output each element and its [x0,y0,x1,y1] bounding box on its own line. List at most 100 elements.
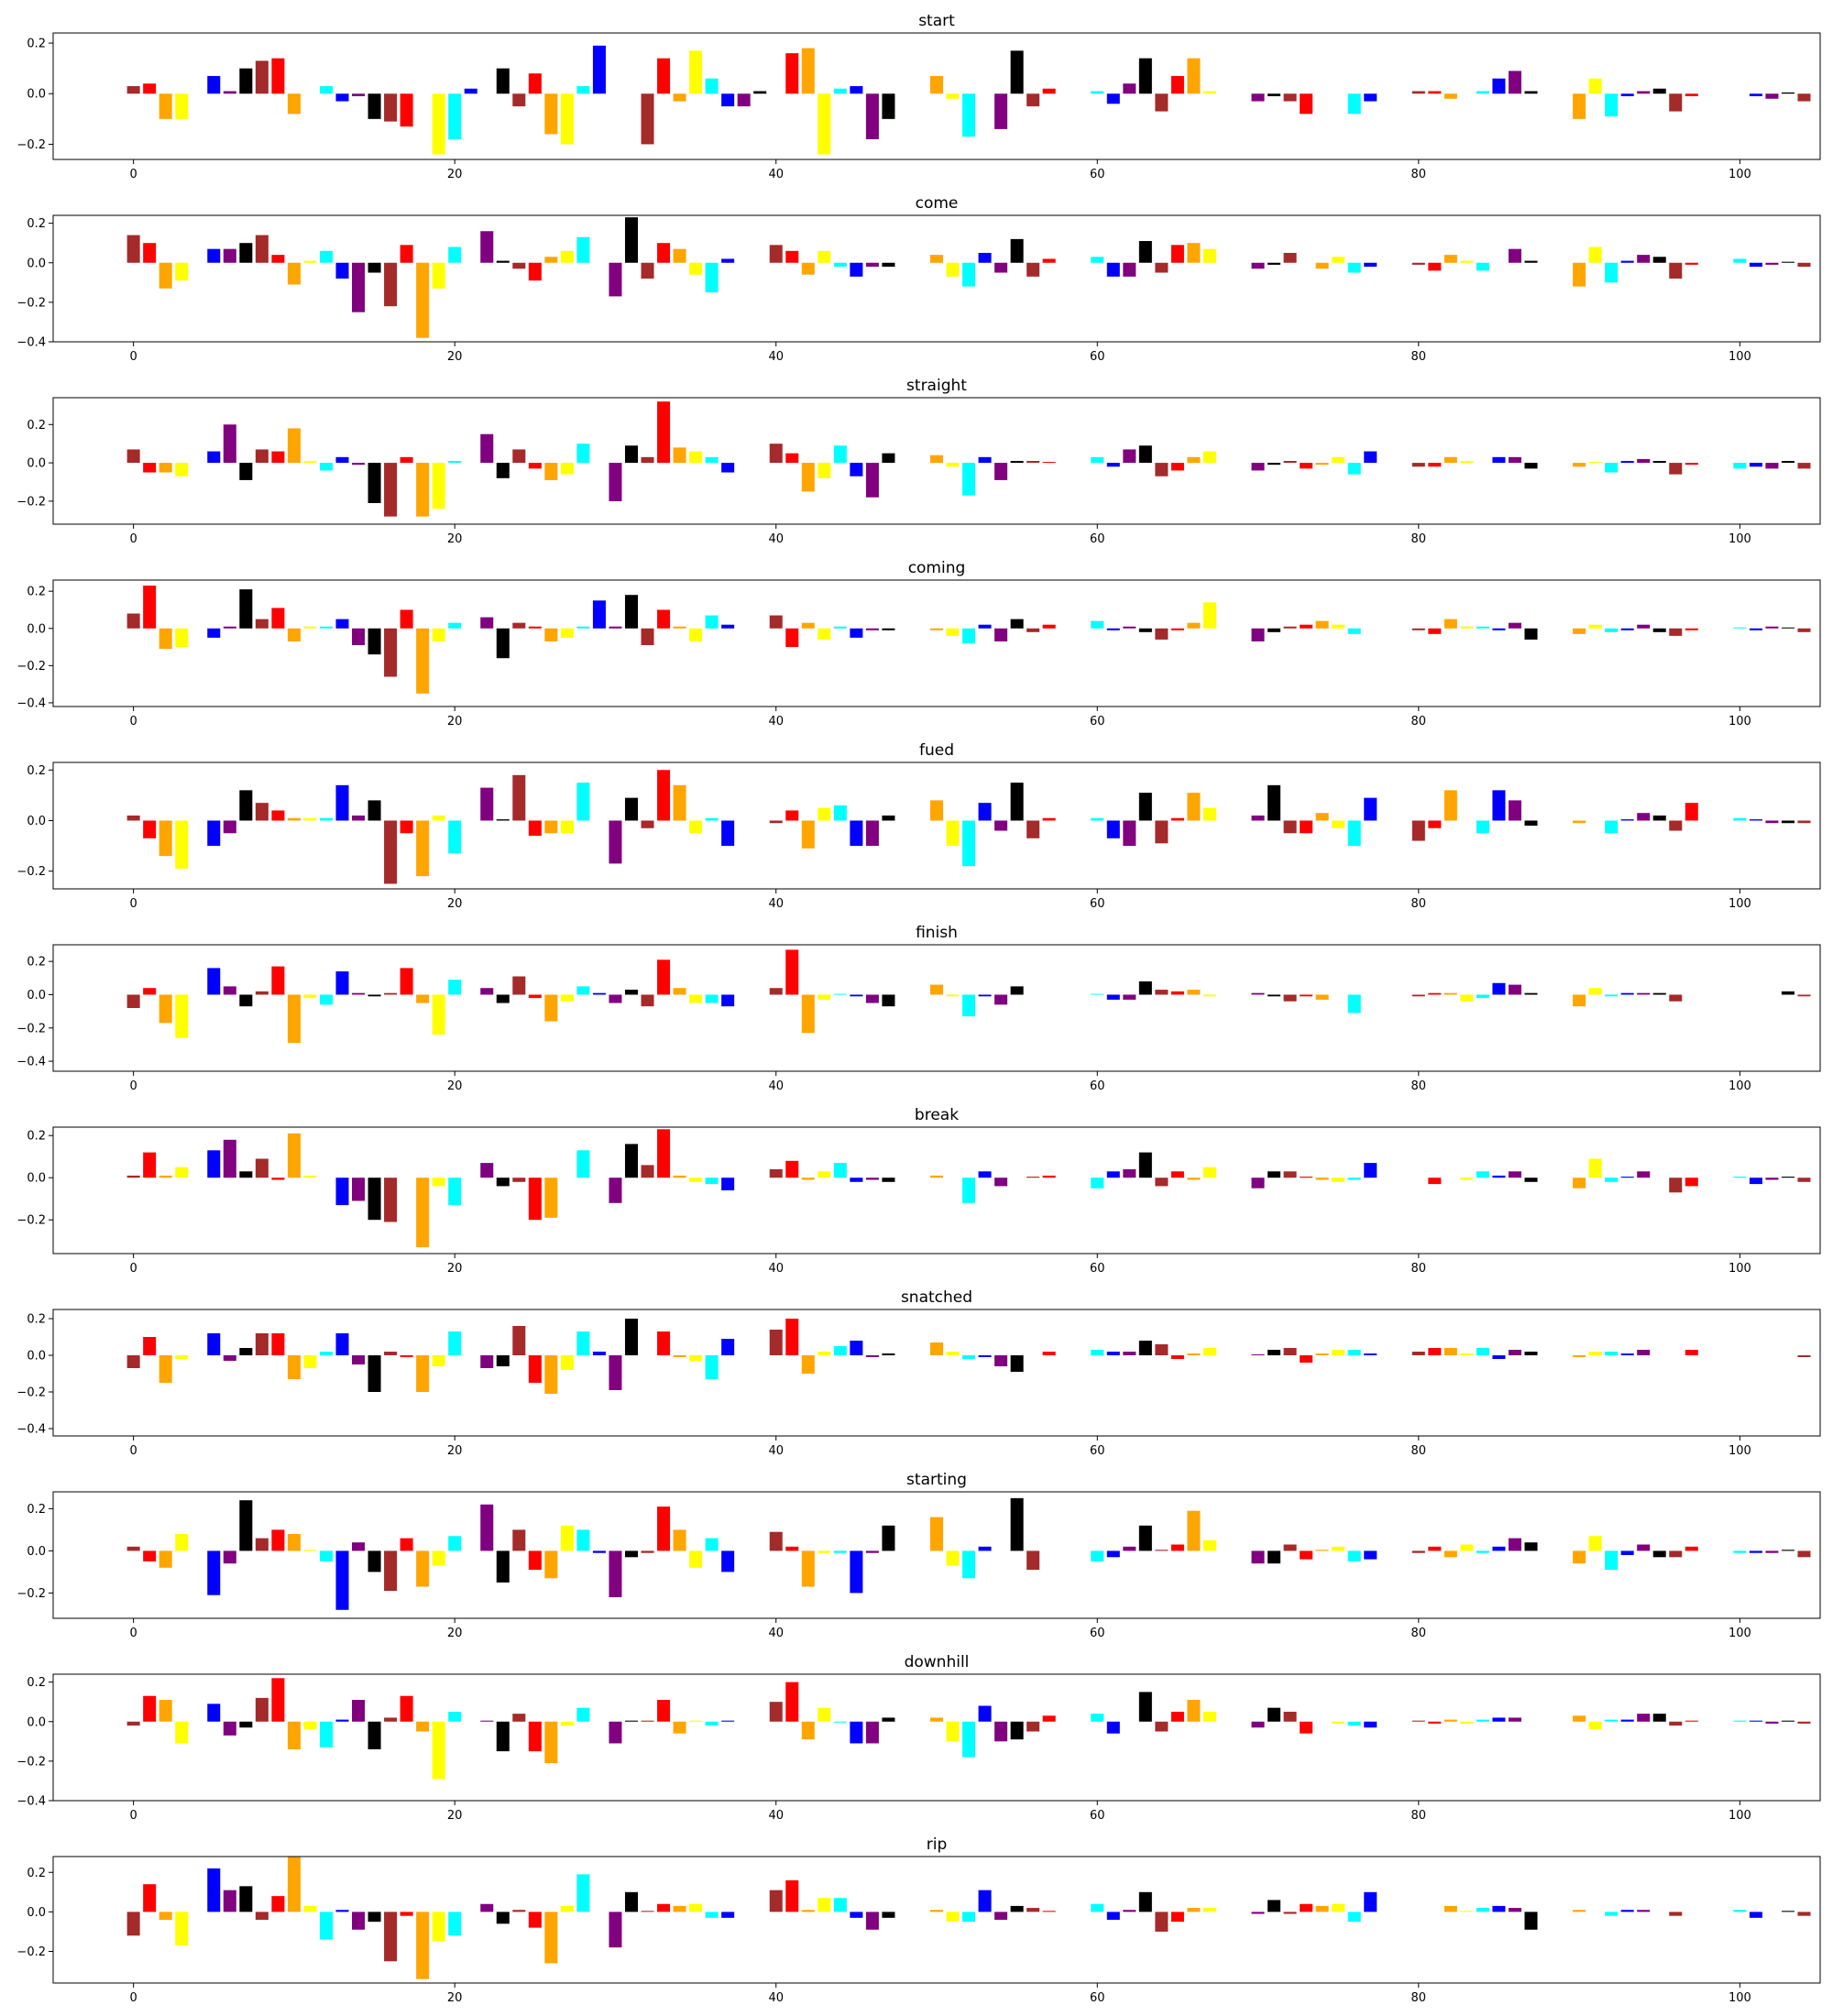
bar [159,1355,172,1383]
bar [416,1912,430,1979]
bar [850,1341,863,1355]
bar [207,1704,221,1722]
bar [1123,1546,1136,1551]
bar [801,48,815,94]
bar [882,1717,895,1722]
bar [1652,628,1666,632]
bar [1588,1721,1602,1730]
bar [673,1905,686,1912]
bar [223,91,236,94]
bar [1364,1550,1377,1560]
bar [657,243,671,263]
bar [207,451,221,464]
bar [929,1910,944,1912]
bar [368,93,381,119]
bar [319,994,333,1005]
y-tick-label: −0.4 [16,696,46,710]
bar [319,1721,333,1748]
bar [287,1534,301,1551]
bar [882,93,895,119]
bar [624,1891,638,1912]
bar [1733,1177,1747,1178]
bar [1091,1903,1104,1912]
bar [544,1721,558,1764]
bar [769,1890,783,1912]
bar [143,586,157,629]
bar [1268,994,1281,997]
bar [1492,1175,1506,1178]
bar [1781,1720,1795,1722]
bar [287,262,301,285]
bar [223,248,236,263]
bar [946,1912,960,1923]
bar [1170,1544,1184,1551]
y-tick-label: 0.0 [27,989,46,1003]
bar [785,250,799,263]
bar [721,624,735,629]
bar [1476,994,1489,999]
bar [978,1705,992,1722]
bar [528,1912,542,1928]
bar [929,1517,944,1551]
bar [1443,619,1457,629]
bar [255,1538,269,1551]
bar [785,1879,799,1912]
bar [850,628,863,638]
bar [673,784,686,821]
bar [1042,88,1056,94]
y-tick-label: 0.2 [27,586,46,599]
bar [1765,820,1779,824]
bar [528,1355,542,1383]
bar [865,1912,879,1930]
plot-frame [52,1856,1821,1984]
bar [1620,992,1634,995]
bar [1492,78,1506,94]
bar [432,1550,445,1566]
bar [496,628,510,659]
bar [705,1178,719,1185]
bar [1411,994,1425,997]
bar [1123,994,1136,1000]
bar [1123,449,1136,464]
bar [1138,1692,1152,1722]
bar [1268,784,1281,821]
bar [624,1720,638,1722]
subplot-rip: rip 0 20 40 60 80 100 0.2 0.0 −0.2 [16,1835,1821,2005]
bar [528,994,542,999]
bar [143,1152,157,1178]
y-tick-label: 0.0 [27,1172,46,1186]
bar [1026,1908,1040,1912]
y-tick-label: 0.0 [27,1545,46,1559]
bar [255,235,269,263]
bar [1620,1177,1634,1178]
bar [673,1529,686,1551]
bar [657,770,671,821]
bar [368,1721,381,1749]
bar [1138,628,1152,632]
bar [255,803,269,821]
bar [1460,626,1474,629]
bar [1620,1353,1634,1355]
bar [223,1355,236,1361]
y-tick-label: −0.2 [16,1945,46,1959]
y-tick-label: 0.0 [27,1350,46,1364]
bar [576,444,590,464]
bar [1605,1352,1619,1355]
bar [641,93,654,145]
bar [865,994,879,1003]
bar [1042,624,1056,629]
bar [1300,463,1313,469]
bar [512,1326,526,1355]
bar [480,1903,494,1912]
x-tick-label: 40 [768,1991,784,2005]
bar [416,1721,430,1732]
bar [496,1550,510,1583]
bar [512,93,526,107]
bar [1315,1905,1329,1912]
x-tick-label: 0 [129,1262,137,1276]
x-tick-label: 60 [1090,715,1105,729]
x-tick-label: 100 [1729,1079,1751,1093]
bar [271,1333,285,1355]
bar [1765,1721,1779,1724]
bar [624,990,638,995]
